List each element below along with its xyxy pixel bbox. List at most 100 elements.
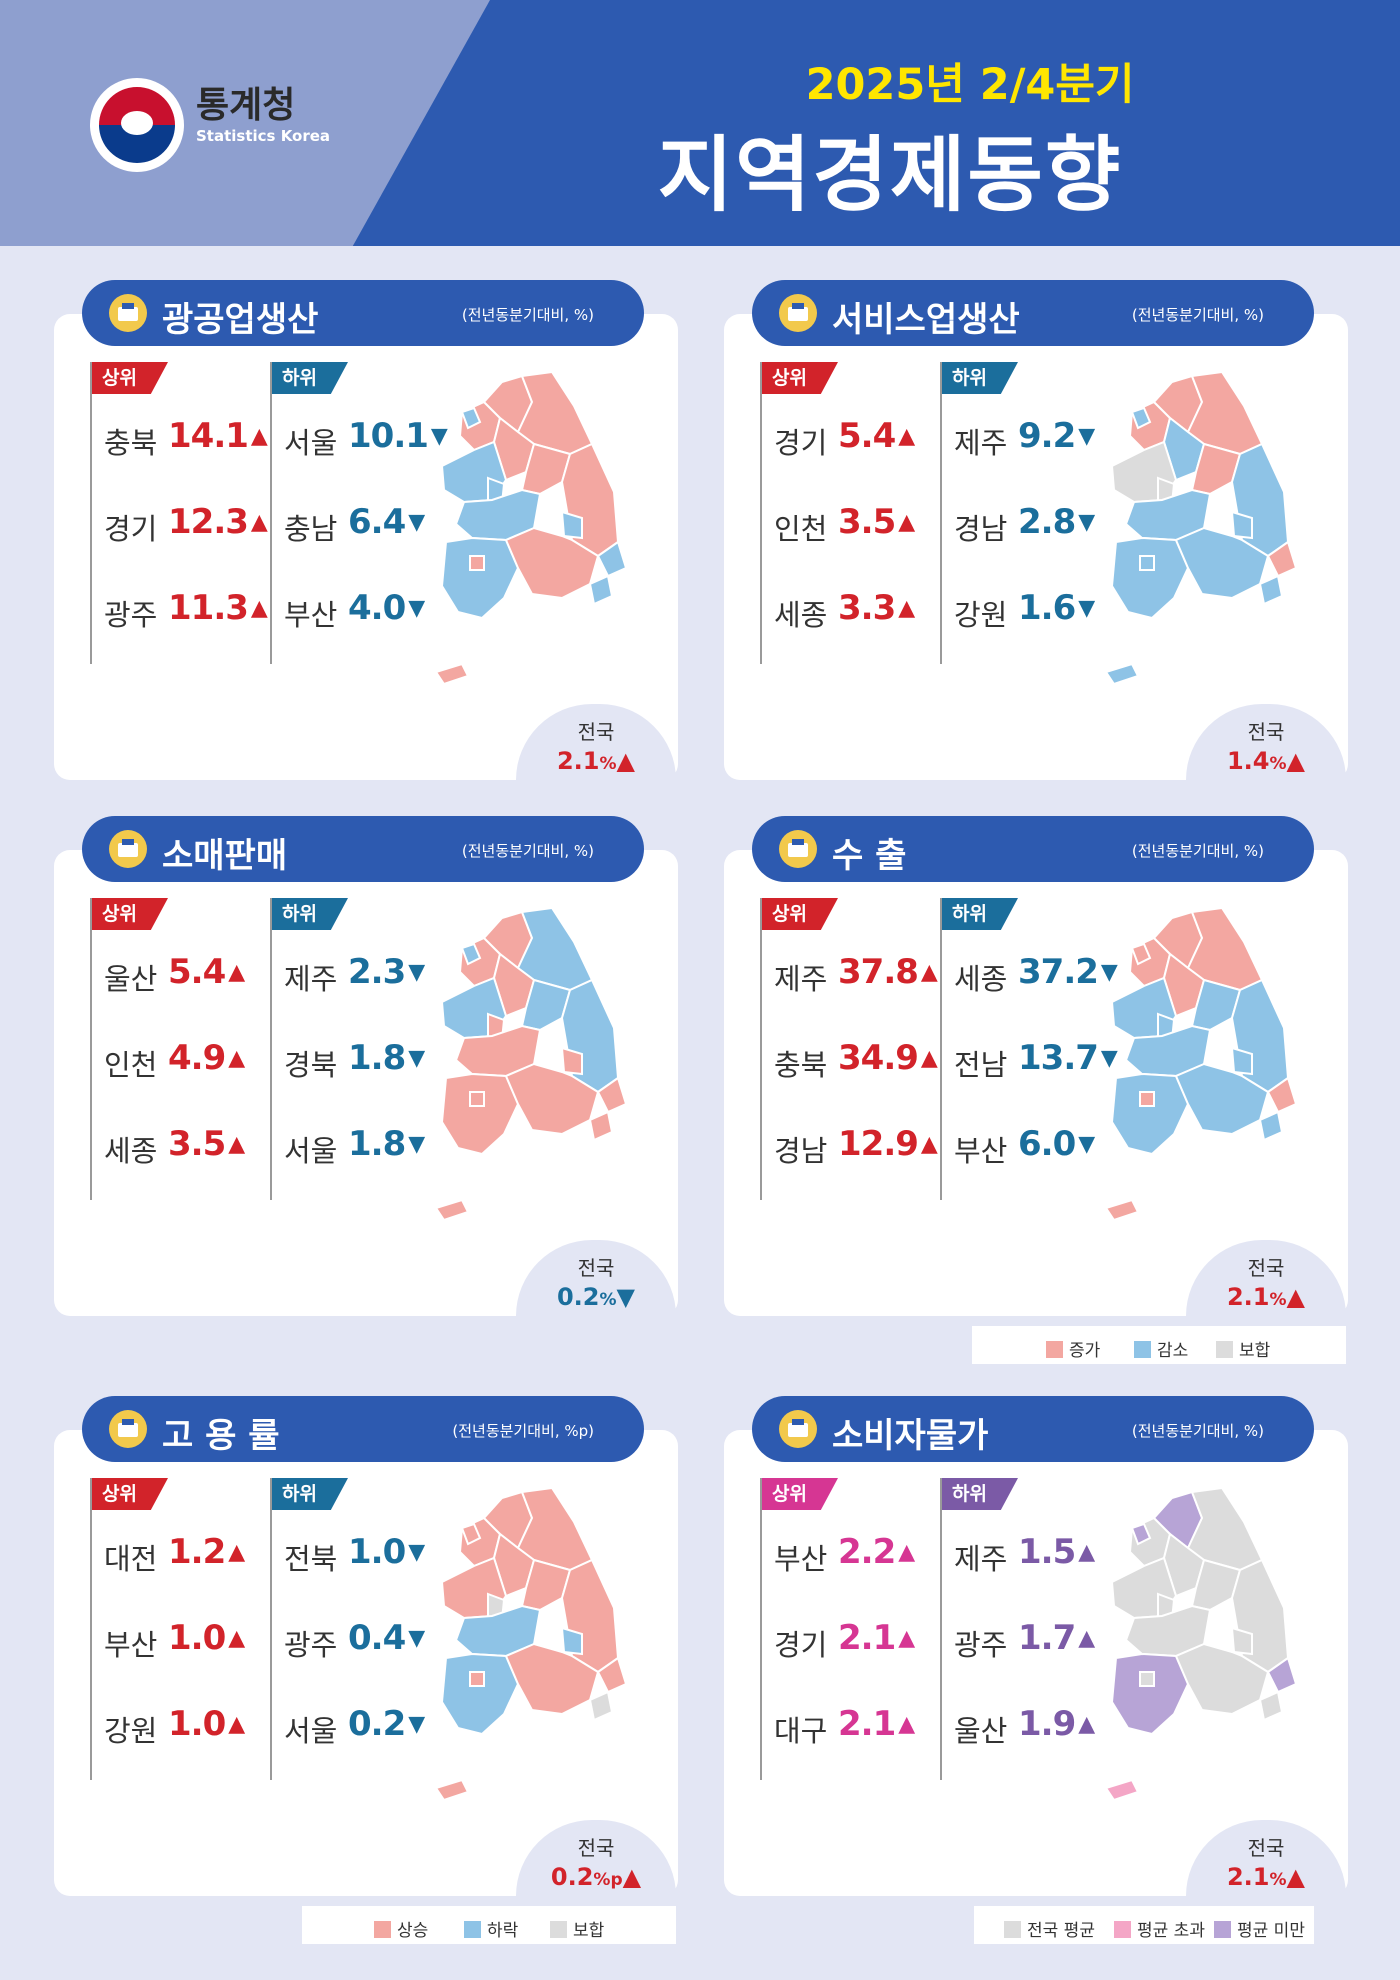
national-trend-arrow-icon: ▼	[616, 1283, 636, 1311]
top-label: 상위	[760, 898, 838, 930]
region-value: 1.7 ▲	[1018, 1618, 1095, 1658]
top-label: 상위	[760, 362, 838, 394]
map-region	[560, 1626, 583, 1656]
map-region	[434, 1198, 470, 1222]
increase-swatch	[1046, 1341, 1063, 1358]
legend-item-below-average: 평균 미만	[1214, 1916, 1305, 1941]
panel-mining-manufacturing: 광공업생산 (전년동분기대비, %) 상위 하위 충북 14.1 ▲ 서울 10.1 ▼ 경기 12.…	[54, 280, 678, 780]
trend-arrow-icon: ▲	[228, 960, 245, 985]
value-text: 1.0	[348, 1532, 406, 1572]
page-title: 지역경제동향	[657, 128, 1123, 223]
map-region	[460, 942, 482, 966]
national-trend-arrow-icon: ▲	[1286, 1283, 1306, 1311]
legend-item-decrease: 감소	[1134, 1336, 1188, 1361]
map-region	[469, 1671, 485, 1687]
region-value: 1.0 ▲	[168, 1618, 245, 1658]
map-region	[440, 1652, 520, 1736]
trend-arrow-icon: ▼	[408, 596, 425, 621]
decrease-swatch	[1134, 1341, 1151, 1358]
divider	[90, 898, 92, 1200]
bottom-rank-row: 강원 1.6 ▼	[954, 582, 1104, 642]
bottom-rank-row: 광주 0.4 ▼	[284, 1612, 434, 1672]
trend-arrow-icon: ▲	[898, 1712, 915, 1737]
region-name: 경기	[774, 1628, 828, 1662]
map-region	[1230, 1626, 1253, 1656]
region-value: 0.2 ▼	[348, 1704, 425, 1744]
region-value: 2.1 ▲	[838, 1704, 915, 1744]
top-rank-row: 대구 2.1 ▲	[774, 1698, 934, 1758]
bottom-label: 하위	[270, 898, 348, 930]
divider	[940, 1478, 942, 1780]
divider	[940, 362, 942, 664]
bottom-rank-row: 제주 9.2 ▼	[954, 410, 1104, 470]
panel-title: 서비스업생산	[832, 300, 1020, 340]
legend-change: 증가 감소 보합	[972, 1326, 1346, 1364]
top-rank-row: 부산 1.0 ▲	[104, 1612, 264, 1672]
value-text: 37.8	[838, 952, 919, 992]
legend-item-rise: 상승	[374, 1916, 428, 1941]
value-text: 10.1	[348, 416, 429, 456]
trend-arrow-icon: ▲	[1078, 1626, 1095, 1651]
trend-arrow-icon: ▼	[408, 1540, 425, 1565]
logo-text: 통계청 Statistics Korea	[196, 86, 330, 146]
national-unit: %	[599, 754, 617, 774]
trend-arrow-icon: ▼	[408, 1626, 425, 1651]
region-name: 경기	[774, 426, 828, 460]
map-region	[1258, 1110, 1284, 1142]
trend-arrow-icon: ▼	[408, 960, 425, 985]
national-value: 2.1%▲	[516, 747, 676, 775]
region-name: 서울	[284, 1134, 338, 1168]
map-region	[1139, 555, 1155, 571]
top-rank-row: 대전 1.2 ▲	[104, 1526, 264, 1586]
top-rank-row: 광주 11.3 ▲	[104, 582, 268, 642]
national-value-number: 2.1	[1226, 1283, 1270, 1311]
panel-unit: (전년동분기대비, %)	[461, 306, 594, 324]
panel-title-bar: 서비스업생산 (전년동분기대비, %)	[752, 280, 1314, 346]
region-name: 인천	[104, 1048, 158, 1082]
panel-unit: (전년동분기대비, %)	[1131, 842, 1264, 860]
region-value: 37.8 ▲	[838, 952, 938, 992]
map-region	[434, 1778, 470, 1802]
value-text: 37.2	[1018, 952, 1099, 992]
national-trend-arrow-icon: ▲	[622, 1863, 642, 1891]
bottom-rank-row: 부산 4.0 ▼	[284, 582, 434, 642]
top-rank-row: 울산 5.4 ▲	[104, 946, 264, 1006]
top-rank-row: 부산 2.2 ▲	[774, 1526, 934, 1586]
taegeuk-logo-icon	[99, 87, 175, 163]
national-summary: 전국 2.1%▲	[1186, 1820, 1346, 1896]
trend-arrow-icon: ▲	[920, 1132, 938, 1157]
trend-arrow-icon: ▲	[898, 424, 915, 449]
panel-unit: (전년동분기대비, %)	[1131, 306, 1264, 324]
map-region	[560, 510, 583, 540]
national-label: 전국	[1247, 1836, 1285, 1860]
value-text: 4.0	[348, 588, 406, 628]
korea-region-map	[1104, 908, 1298, 1222]
above-average-swatch	[1114, 1921, 1131, 1938]
legend-item-flat: 보합	[550, 1916, 604, 1941]
national-trend-arrow-icon: ▲	[616, 747, 636, 775]
trend-arrow-icon: ▲	[228, 1132, 245, 1157]
shopping-basket-icon	[779, 1410, 817, 1448]
region-value: 2.1 ▲	[838, 1618, 915, 1658]
panel-unit: (전년동분기대비, %)	[461, 842, 594, 860]
value-text: 2.1	[838, 1618, 896, 1658]
value-text: 1.6	[1018, 588, 1076, 628]
legend-label: 평균 초과	[1137, 1921, 1205, 1941]
value-text: 0.4	[348, 1618, 406, 1658]
panel-title-bar: 소매판매 (전년동분기대비, %)	[82, 816, 644, 882]
region-value: 1.6 ▼	[1018, 588, 1095, 628]
value-text: 1.5	[1018, 1532, 1076, 1572]
legend-item-increase: 증가	[1046, 1336, 1100, 1361]
divider	[90, 1478, 92, 1780]
factory-icon	[109, 294, 147, 332]
bottom-rank-row: 제주 1.5 ▲	[954, 1526, 1104, 1586]
trend-arrow-icon: ▲	[250, 510, 268, 535]
legend-label: 감소	[1157, 1341, 1189, 1361]
map-region	[1110, 1072, 1190, 1156]
legend-item-above-average: 평균 초과	[1114, 1916, 1205, 1941]
map-region	[1104, 1198, 1140, 1222]
map-region	[1104, 1778, 1140, 1802]
map-region	[504, 1642, 600, 1716]
region-name: 제주	[774, 962, 828, 996]
map-region	[1266, 1076, 1298, 1114]
